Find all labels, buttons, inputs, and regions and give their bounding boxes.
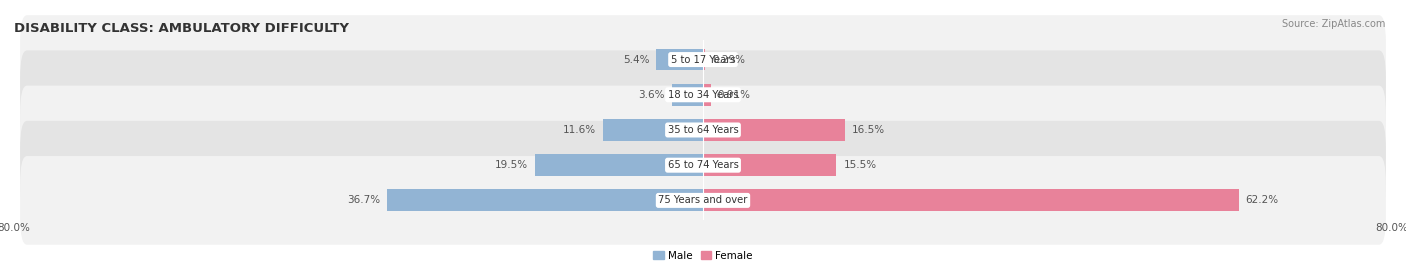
Text: DISABILITY CLASS: AMBULATORY DIFFICULTY: DISABILITY CLASS: AMBULATORY DIFFICULTY	[14, 22, 349, 35]
Text: 5.4%: 5.4%	[623, 55, 650, 65]
Text: 18 to 34 Years: 18 to 34 Years	[668, 90, 738, 100]
Text: 35 to 64 Years: 35 to 64 Years	[668, 125, 738, 135]
Text: 75 Years and over: 75 Years and over	[658, 195, 748, 205]
FancyBboxPatch shape	[20, 15, 1386, 104]
Text: 0.29%: 0.29%	[713, 55, 745, 65]
Text: 36.7%: 36.7%	[347, 195, 380, 205]
Bar	[703, 49, 706, 70]
Text: 11.6%: 11.6%	[562, 125, 596, 135]
Bar	[672, 84, 703, 106]
Bar	[603, 119, 703, 141]
Text: 65 to 74 Years: 65 to 74 Years	[668, 160, 738, 170]
FancyBboxPatch shape	[20, 50, 1386, 139]
Text: Source: ZipAtlas.com: Source: ZipAtlas.com	[1281, 19, 1385, 29]
Text: 62.2%: 62.2%	[1246, 195, 1278, 205]
Bar	[703, 189, 1239, 211]
Bar	[536, 154, 703, 176]
Legend: Male, Female: Male, Female	[650, 247, 756, 265]
FancyBboxPatch shape	[20, 156, 1386, 245]
Bar	[703, 119, 845, 141]
Bar	[657, 49, 703, 70]
Text: 5 to 17 Years: 5 to 17 Years	[671, 55, 735, 65]
Bar	[387, 189, 703, 211]
Text: 16.5%: 16.5%	[852, 125, 886, 135]
Bar	[703, 84, 711, 106]
FancyBboxPatch shape	[20, 85, 1386, 174]
FancyBboxPatch shape	[20, 121, 1386, 210]
Text: 3.6%: 3.6%	[638, 90, 665, 100]
Text: 15.5%: 15.5%	[844, 160, 876, 170]
Text: 19.5%: 19.5%	[495, 160, 529, 170]
Bar	[703, 154, 837, 176]
Text: 0.91%: 0.91%	[717, 90, 751, 100]
